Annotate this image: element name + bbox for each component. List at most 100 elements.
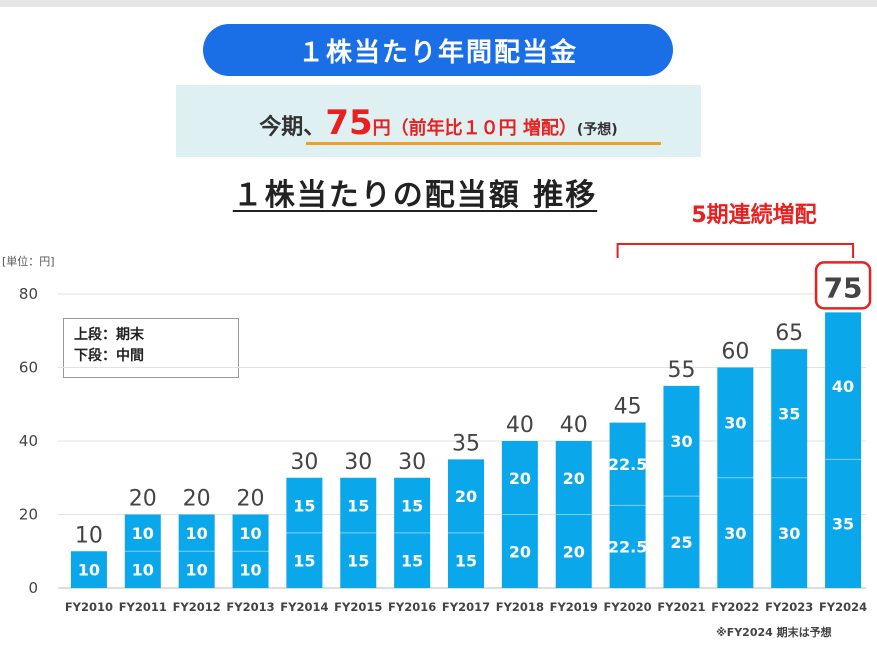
y-tick-label: 60 (19, 359, 38, 377)
y-tick-label: 80 (19, 285, 38, 303)
x-tick-label: FY2015 (334, 600, 382, 614)
x-tick-label: FY2017 (442, 600, 490, 614)
bar-segment (663, 496, 700, 588)
bar-segment (448, 459, 484, 533)
segment-label: 20 (509, 469, 531, 488)
total-label: 20 (183, 487, 211, 512)
bar-segment (771, 477, 808, 588)
bar-segment (178, 514, 215, 552)
bar-segment (501, 441, 538, 515)
bar-segment (717, 367, 754, 478)
x-tick-label: FY2020 (603, 600, 651, 614)
bar-segment (70, 551, 107, 588)
x-tick-label: FY2024 (819, 600, 867, 614)
bar-segment (825, 459, 862, 588)
total-label: 45 (614, 395, 642, 420)
segment-label: 15 (401, 551, 423, 570)
segment-label: 22.5 (608, 538, 647, 557)
x-tick-label: FY2023 (765, 600, 813, 614)
segment-label: 15 (401, 496, 423, 515)
x-tick-label: FY2010 (65, 600, 113, 614)
x-tick-label: FY2014 (280, 600, 328, 614)
page-title: １株当たり年間配当金 (203, 24, 673, 76)
bar-segment (501, 514, 538, 588)
chart-title: １株当たりの配当額 推移 (232, 178, 598, 213)
segment-label: 30 (724, 524, 746, 543)
segment-label: 35 (778, 404, 800, 423)
segment-label: 15 (293, 551, 315, 570)
x-tick-label: FY2022 (711, 600, 759, 614)
bar-segment (663, 385, 700, 497)
total-label: 30 (344, 450, 372, 475)
x-tick-label: FY2021 (657, 600, 705, 614)
segment-label: 35 (832, 515, 854, 534)
bar-segment (825, 312, 862, 460)
unit-note: [単位：円] (2, 255, 55, 268)
bar-segment (394, 532, 431, 588)
segment-label: 22.5 (608, 455, 647, 474)
bar-segment (340, 477, 377, 533)
segment-label: 20 (509, 542, 531, 561)
x-tick-label: FY2013 (226, 600, 274, 614)
top-bar (0, 0, 877, 7)
segment-label: 20 (563, 469, 585, 488)
total-label: 30 (398, 450, 426, 475)
bar-segment (286, 532, 323, 588)
y-tick-label: 0 (28, 579, 38, 597)
bar-segment (609, 505, 646, 588)
forecast-line: 今期、75円（前年比１０円 増配）(予想) (176, 103, 701, 143)
bar-segment (771, 349, 808, 478)
total-label: 30 (290, 450, 318, 475)
bar-segment (394, 477, 431, 533)
forecast-unit: 円 (372, 118, 391, 139)
bar-segment (286, 477, 323, 533)
segment-label: 15 (347, 496, 369, 515)
total-label: 55 (667, 358, 695, 383)
forecast-note: (予想) (576, 122, 618, 138)
bar-segment (609, 422, 646, 506)
segment-label: 30 (724, 414, 746, 433)
segment-label: 10 (132, 561, 154, 580)
forecast-prefix: 今期、 (259, 115, 326, 140)
total-label: 40 (506, 413, 534, 438)
bar-segment (717, 477, 754, 588)
total-label: 10 (75, 523, 103, 548)
segment-label: 15 (293, 496, 315, 515)
segment-label: 10 (186, 561, 208, 580)
segment-label: 10 (239, 561, 261, 580)
x-tick-label: FY2016 (388, 600, 436, 614)
total-label: 20 (129, 487, 157, 512)
total-label: 65 (775, 321, 803, 346)
segment-label: 25 (670, 533, 692, 552)
segment-label: 20 (455, 487, 477, 506)
streak-label: 5期連続増配 (691, 203, 817, 228)
segment-label: 30 (778, 524, 800, 543)
segment-label: 20 (563, 542, 585, 561)
y-tick-label: 40 (19, 432, 38, 450)
x-tick-label: FY2012 (173, 600, 221, 614)
bar-segment (555, 514, 592, 588)
segment-label: 15 (455, 551, 477, 570)
segment-label: 15 (347, 551, 369, 570)
bar-segment (340, 532, 377, 588)
forecast-underline (306, 142, 661, 145)
y-tick-label: 20 (19, 506, 38, 524)
bar-segment (232, 514, 269, 552)
total-label: 20 (237, 487, 265, 512)
bar-segment (178, 551, 215, 588)
bar-segment (232, 551, 269, 588)
total-label: 75 (824, 271, 863, 304)
x-tick-label: FY2019 (550, 600, 598, 614)
bar-segment (555, 441, 592, 515)
segment-label: 10 (239, 524, 261, 543)
forecast-increase: （前年比１０円 増配） (390, 118, 577, 139)
x-tick-label: FY2011 (119, 600, 167, 614)
legend-upper: 上段：期末 (74, 327, 144, 343)
bar-segment (124, 551, 161, 588)
segment-label: 10 (132, 524, 154, 543)
total-label: 40 (560, 413, 588, 438)
bar-segment (448, 532, 484, 588)
x-tick-label: FY2018 (496, 600, 544, 614)
segment-label: 40 (832, 377, 854, 396)
